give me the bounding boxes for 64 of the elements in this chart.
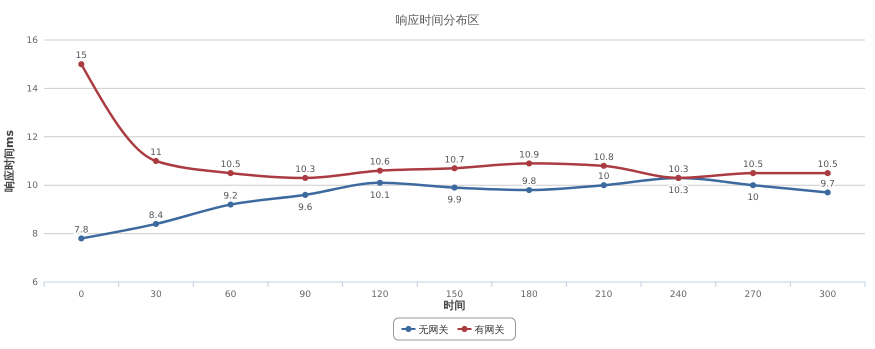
x-tick-label: 270 — [744, 290, 762, 300]
data-label: 15 — [76, 51, 88, 62]
x-tick-label: 240 — [670, 290, 688, 300]
x-tick-label: 0 — [78, 290, 84, 300]
chart-title: 响应时间分布区 — [396, 13, 480, 27]
data-label: 10 — [747, 193, 760, 204]
data-label: 11 — [150, 148, 162, 158]
x-tick-label: 90 — [300, 290, 312, 300]
point — [228, 201, 234, 208]
data-label: 9.6 — [298, 202, 313, 213]
y-tick-label: 6 — [32, 278, 38, 288]
x-tick-label: 300 — [819, 290, 837, 300]
data-label: 10.6 — [370, 158, 390, 168]
data-label: 10.1 — [370, 190, 390, 201]
data-label: 10.3 — [668, 164, 688, 175]
x-tick-label: 180 — [520, 290, 538, 300]
data-label: 9.7 — [820, 179, 835, 190]
point — [376, 168, 383, 174]
point — [750, 170, 756, 176]
data-label: 10.3 — [295, 164, 316, 175]
data-label: 9.2 — [223, 192, 238, 202]
point — [302, 192, 308, 198]
data-label: 10.9 — [519, 150, 540, 160]
y-tick-label: 12 — [26, 132, 38, 143]
data-label: 8.4 — [148, 210, 164, 221]
point — [78, 61, 84, 68]
data-label: 10.7 — [444, 155, 465, 166]
y-tick-label: 8 — [32, 230, 38, 240]
data-label: 9.8 — [522, 177, 537, 188]
point — [600, 162, 607, 169]
data-label: 10.5 — [743, 160, 764, 170]
y-tick-label: 16 — [26, 36, 38, 46]
point — [376, 180, 383, 186]
data-label: 9.9 — [447, 196, 462, 206]
point — [451, 165, 458, 172]
x-tick-label: 120 — [371, 290, 389, 300]
point — [152, 158, 160, 164]
point — [824, 189, 831, 196]
y-axis-title: 响应时间ms — [3, 130, 16, 192]
point — [526, 186, 532, 194]
data-label: 10 — [598, 172, 610, 182]
legend-label: 有网关 — [474, 324, 504, 336]
point — [600, 182, 607, 188]
data-label: 10.3 — [668, 186, 688, 196]
x-axis-title: 时间 — [444, 299, 466, 312]
y-tick-label: 14 — [26, 84, 38, 94]
point — [750, 182, 756, 188]
point — [824, 170, 831, 176]
data-label: 10.5 — [220, 160, 241, 170]
data-label: 7.8 — [74, 225, 89, 236]
y-tick-label: 10 — [26, 181, 38, 192]
point — [228, 170, 234, 176]
point — [152, 220, 160, 228]
x-tick-label: 30 — [150, 290, 162, 300]
point — [78, 235, 84, 242]
data-label: 10.8 — [594, 152, 614, 163]
x-tick-label: 60 — [224, 290, 237, 300]
data-label: 10.5 — [818, 160, 838, 170]
x-tick-label: 210 — [595, 290, 613, 300]
point — [451, 184, 458, 191]
point — [302, 174, 308, 182]
legend-label: 无网关 — [418, 324, 448, 336]
x-tick-label: 150 — [446, 290, 464, 300]
point — [526, 160, 532, 167]
